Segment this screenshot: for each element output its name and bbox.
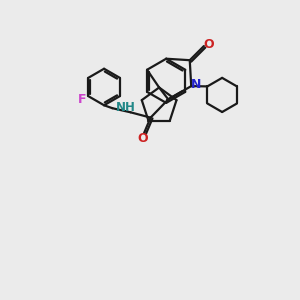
Text: N: N bbox=[191, 78, 201, 92]
Text: NH: NH bbox=[116, 100, 136, 113]
Text: O: O bbox=[203, 38, 214, 51]
Text: O: O bbox=[137, 132, 148, 145]
Text: F: F bbox=[77, 93, 86, 106]
